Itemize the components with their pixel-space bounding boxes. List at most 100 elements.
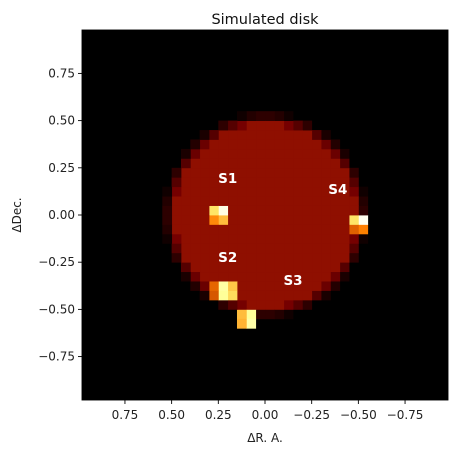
heatmap-cell	[208, 148, 219, 159]
heatmap-cell	[283, 252, 294, 263]
heatmap-cell	[208, 139, 219, 150]
heatmap-cell	[339, 262, 350, 273]
heatmap-cell	[227, 158, 238, 169]
heatmap-cell	[208, 233, 219, 244]
heatmap-cell	[302, 158, 313, 169]
heatmap-cell	[227, 196, 238, 206]
heatmap-cell	[208, 177, 219, 188]
heatmap-cell	[283, 196, 294, 206]
heatmap-cell	[255, 196, 266, 206]
heatmap-cell	[349, 167, 359, 178]
heatmap-cell	[246, 318, 257, 329]
heatmap-cell	[311, 158, 322, 169]
heatmap-cell	[302, 130, 313, 140]
heatmap-cell	[255, 309, 266, 320]
heatmap-cell	[283, 148, 294, 159]
heatmap-cell	[246, 224, 257, 235]
source-label-s2: S2	[218, 250, 237, 266]
heatmap-cell	[227, 281, 238, 291]
heatmap-cell	[199, 290, 210, 301]
heatmap-cell	[162, 196, 173, 206]
heatmap-cell	[236, 130, 247, 140]
heatmap-cell	[255, 130, 266, 140]
heatmap-cell	[311, 215, 322, 225]
heatmap-cell	[330, 158, 341, 169]
heatmap-cell	[321, 271, 331, 282]
heatmap-cell	[199, 243, 210, 254]
heatmap-cell	[330, 243, 341, 254]
heatmap-cell	[255, 148, 266, 159]
heatmap-cell	[321, 167, 331, 178]
heatmap-cell	[293, 233, 303, 244]
heatmap-cell	[199, 196, 210, 206]
heatmap-cell	[311, 243, 322, 254]
heatmap-cell	[236, 167, 247, 178]
heatmap-cell	[293, 215, 303, 225]
x-tick-label: −0.50	[340, 408, 377, 422]
chart-title: Simulated disk	[211, 12, 319, 28]
heatmap-cell	[283, 158, 294, 169]
heatmap-cell	[190, 215, 201, 225]
heatmap-cell	[321, 252, 331, 263]
heatmap-cell	[330, 177, 341, 188]
heatmap-cell	[330, 167, 341, 178]
heatmap-cell	[274, 139, 285, 150]
y-tick-label: 0.50	[48, 114, 75, 128]
heatmap-cell	[358, 186, 369, 197]
heatmap-cell	[302, 205, 313, 216]
heatmap-cell	[218, 158, 229, 169]
heatmap-cell	[321, 233, 331, 244]
heatmap-cell	[339, 252, 350, 263]
heatmap-cell	[302, 252, 313, 263]
heatmap-cell	[255, 243, 266, 254]
heatmap-cell	[208, 130, 219, 140]
heatmap-cell	[246, 243, 257, 254]
heatmap-cell	[227, 148, 238, 159]
heatmap-cell	[349, 205, 359, 216]
y-axis-label: ΔDec.	[10, 197, 24, 232]
source-label-s3: S3	[283, 273, 302, 289]
heatmap-cell	[227, 262, 238, 273]
heatmap-cell	[283, 215, 294, 225]
heatmap-cell	[218, 196, 229, 206]
source-label-s1: S1	[218, 171, 237, 187]
heatmap-cell	[283, 120, 294, 131]
heatmap-cell	[246, 262, 257, 273]
heatmap-cell	[236, 281, 247, 291]
heatmap-cell	[311, 148, 322, 159]
heatmap-cell	[171, 224, 182, 235]
heatmap-cell	[302, 186, 313, 197]
source-annotations: S1 S2 S3 S4	[218, 171, 347, 289]
heatmap-cell	[274, 290, 285, 301]
heatmap-cell	[255, 205, 266, 216]
heatmap-cell	[218, 281, 229, 291]
heatmap-cell	[339, 271, 350, 282]
heatmap-cell	[227, 224, 238, 235]
heatmap-cell	[162, 215, 173, 225]
heatmap-cell	[180, 205, 191, 216]
heatmap-cell	[265, 120, 275, 131]
heatmap-cell	[311, 130, 322, 140]
heatmap-cell	[339, 158, 350, 169]
heatmap-cell	[246, 309, 257, 320]
heatmap-cell	[311, 196, 322, 206]
heatmap-cell	[162, 233, 173, 244]
heatmap-cell	[255, 262, 266, 273]
heatmap-cell	[330, 271, 341, 282]
heatmap-cell	[265, 205, 275, 216]
heatmap-cell	[190, 233, 201, 244]
heatmap-cell	[199, 130, 210, 140]
heatmap-cell	[208, 215, 219, 225]
heatmap-cell	[283, 290, 294, 301]
heatmap-cell	[199, 158, 210, 169]
heatmap-cell	[246, 271, 257, 282]
heatmap-cell	[218, 139, 229, 150]
heatmap-cell	[293, 243, 303, 254]
heatmap-cell	[180, 186, 191, 197]
heatmap-cell	[293, 130, 303, 140]
heatmap-cell	[283, 130, 294, 140]
heatmap-cell	[246, 167, 257, 178]
heatmap-cell	[283, 111, 294, 122]
heatmap-cell	[255, 158, 266, 169]
